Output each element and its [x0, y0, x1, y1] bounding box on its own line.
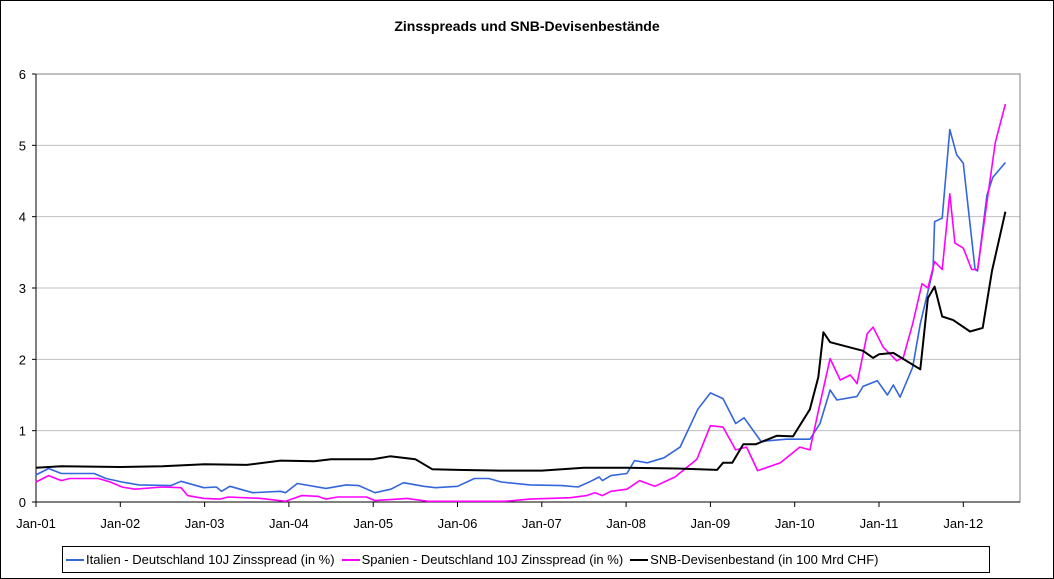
- y-tick-label: 3: [19, 281, 26, 296]
- legend-item-spanien: Spanien - Deutschland 10J Zinsspread (in…: [341, 552, 624, 567]
- x-tick-label: Jan-04: [269, 516, 309, 531]
- x-tick-label: Jan-05: [353, 516, 393, 531]
- y-tick-label: 1: [19, 424, 26, 439]
- legend-label-italien: Italien - Deutschland 10J Zinsspread (in…: [86, 552, 335, 567]
- y-tick-label: 4: [19, 210, 26, 225]
- y-tick-label: 5: [19, 138, 26, 153]
- legend-swatch-italien: [66, 558, 84, 561]
- legend-label-snb: SNB-Devisenbestand (in 100 Mrd CHF): [650, 552, 879, 567]
- legend: Italien - Deutschland 10J Zinsspread (in…: [62, 546, 990, 573]
- x-tick-label: Jan-11: [860, 516, 899, 531]
- y-tick-label: 6: [19, 67, 26, 82]
- series-spanien-line: [35, 103, 1007, 503]
- series-snb-line: [35, 211, 1007, 472]
- legend-swatch-spanien: [341, 558, 360, 561]
- x-tick-label: Jan-08: [606, 516, 646, 531]
- x-tick-label: Jan-06: [438, 516, 478, 531]
- x-tick-label: Jan-03: [185, 516, 225, 531]
- series-italien-line: [35, 128, 1007, 494]
- chart-title: Zinsspreads und SNB-Devisenbestände: [394, 18, 660, 34]
- x-tick-label: Jan-09: [691, 516, 731, 531]
- x-tick-label: Jan-07: [522, 516, 562, 531]
- legend-swatch-snb: [630, 558, 649, 561]
- y-tick-label: 0: [19, 495, 26, 510]
- x-tick-label: Jan-10: [775, 516, 815, 531]
- legend-item-snb: SNB-Devisenbestand (in 100 Mrd CHF): [630, 552, 878, 567]
- legend-item-italien: Italien - Deutschland 10J Zinsspread (in…: [66, 552, 335, 567]
- x-tick-label: Jan-01: [16, 516, 56, 531]
- legend-label-spanien: Spanien - Deutschland 10J Zinsspread (in…: [361, 552, 624, 567]
- x-tick-label: Jan-12: [943, 516, 983, 531]
- x-tick-label: Jan-02: [100, 516, 140, 531]
- y-tick-label: 2: [19, 352, 26, 367]
